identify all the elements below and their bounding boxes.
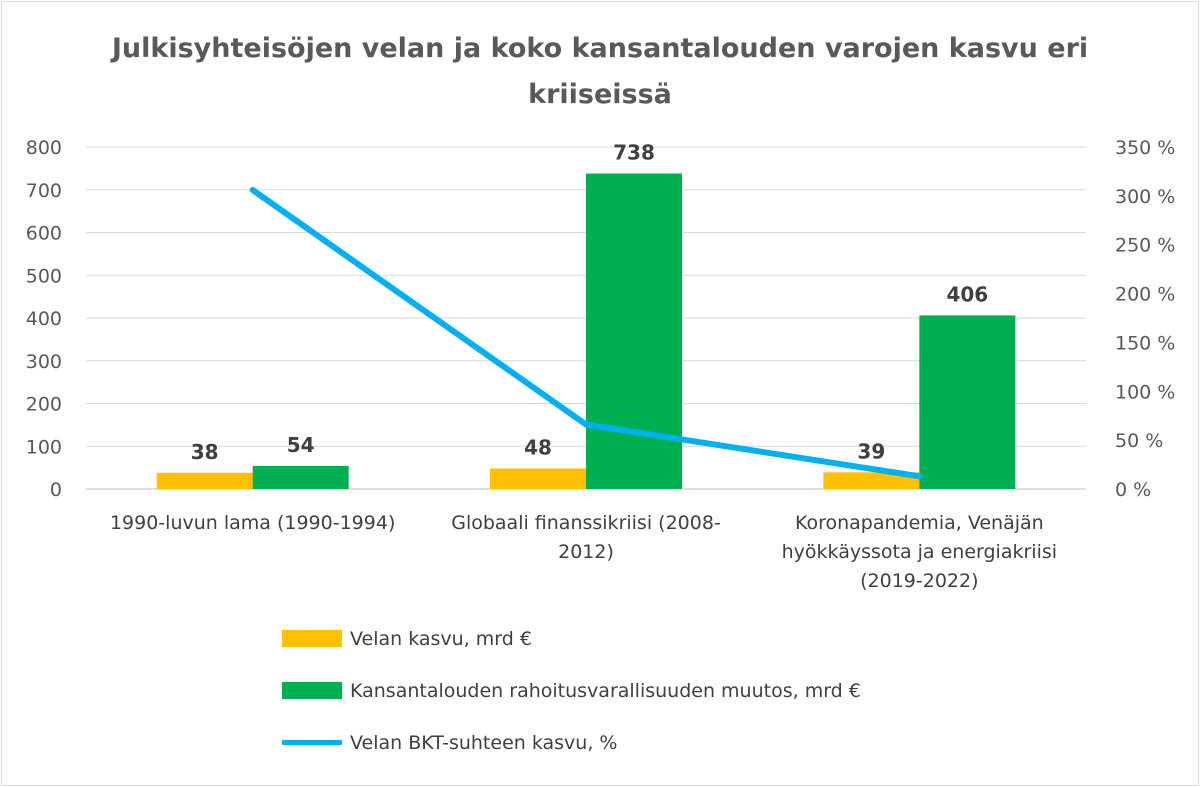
legend-swatch [282,740,342,745]
legend-item: Kansantalouden rahoitusvarallisuuden muu… [282,678,1002,703]
legend-label: Velan BKT-suhteen kasvu, % [350,731,618,754]
y-left-tick-label: 700 [26,180,62,202]
bar [586,173,682,489]
x-category-label: Globaali finanssikriisi (2008-2012) [451,512,721,563]
y-right-tick-label: 300 % [1115,186,1175,208]
legend-label: Kansantalouden rahoitusvarallisuuden muu… [350,679,861,702]
data-label: 48 [524,435,552,459]
legend-swatch [282,682,342,699]
legend-label: Velan kasvu, mrd € [350,627,532,650]
y-left-tick-label: 800 [26,137,62,159]
x-category-label: 1990-luvun lama (1990-1994) [110,512,395,534]
y-right-tick-label: 50 % [1115,430,1163,452]
legend: Velan kasvu, mrd € Kansantalouden rahoitu… [282,626,1002,782]
data-label: 38 [191,440,219,464]
y-right-tick-label: 200 % [1115,284,1175,306]
y-left-tick-label: 200 [26,394,62,416]
bar [252,465,349,489]
y-left-tick-label: 400 [26,308,62,330]
y-right-tick-label: 100 % [1115,381,1175,403]
y-right-tick-label: 350 % [1115,137,1175,159]
x-category-label: Koronapandemia, Venäjän hyökkäyssota ja e… [782,512,1057,592]
data-label: 39 [857,439,885,463]
data-label: 738 [613,141,655,165]
legend-item: Velan kasvu, mrd € [282,626,1002,651]
y-left-tick-label: 300 [26,351,62,373]
y-right-tick-label: 150 % [1115,332,1175,354]
bar [156,472,253,489]
y-left-tick-label: 100 [26,436,62,458]
chart-title: Julkisyhteisöjen velan ja koko kansantal… [111,33,1089,110]
bar [919,315,1016,489]
bar [823,472,920,489]
y-left-tick-label: 600 [26,223,62,245]
data-label: 406 [946,282,988,306]
legend-swatch [282,630,342,647]
data-label: 54 [287,433,315,457]
legend-item: Velan BKT-suhteen kasvu, % [282,730,1002,755]
y-right-tick-label: 250 % [1115,235,1175,257]
y-right-tick-label: 0 % [1115,479,1151,501]
y-left-tick-label: 500 [26,265,62,287]
series-line [249,186,923,480]
bar [490,468,586,489]
y-left-tick-label: 0 [50,479,62,501]
